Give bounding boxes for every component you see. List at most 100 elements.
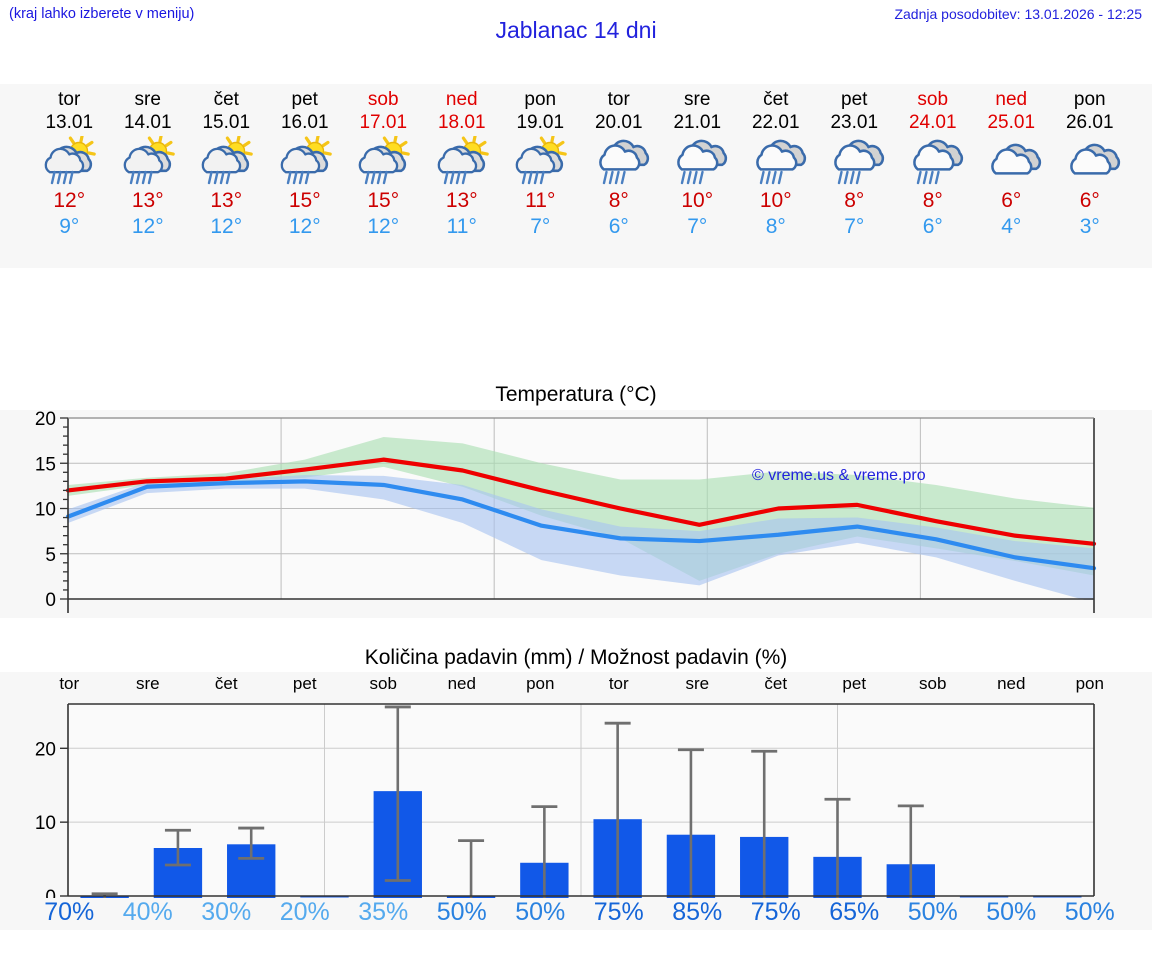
day-name: pon xyxy=(1073,89,1106,110)
day-column[interactable]: ned 18.01 13° 11° xyxy=(423,84,502,268)
precipitation-probability: 40% xyxy=(122,898,173,926)
temperature-min: 7° xyxy=(530,215,551,238)
day-date: 26.01 xyxy=(1065,112,1114,133)
sun-cloud-rain-icon xyxy=(195,136,257,188)
y-axis-tick-label: 0 xyxy=(45,590,56,611)
pct-left-spacer xyxy=(0,898,30,938)
temperature-max: 8° xyxy=(608,189,629,212)
temperature-min: 12° xyxy=(131,215,164,238)
cloud-rain-icon xyxy=(745,136,807,188)
cloud-icon xyxy=(201,145,250,174)
day-column[interactable]: pon 26.01 6° 3° xyxy=(1051,84,1130,268)
cloud-rain-icon xyxy=(823,136,885,188)
temperature-max: 10° xyxy=(681,189,714,212)
rain-drops-icon xyxy=(522,170,545,185)
day-name: ned xyxy=(995,89,1028,110)
temperature-min: 12° xyxy=(288,215,321,238)
axis-clip-mask xyxy=(68,600,1094,618)
precip-day-label: pet xyxy=(842,674,867,693)
precipitation-probability: 75% xyxy=(593,898,644,926)
cloud-icon xyxy=(280,145,328,174)
day-date: 25.01 xyxy=(987,112,1036,133)
precip-day-label: tor xyxy=(59,674,80,693)
menu-hint-text: (kraj lahko izberete v meniju) xyxy=(9,6,195,22)
precipitation-probability: 35% xyxy=(358,898,409,926)
precip-left-spacer xyxy=(0,674,30,698)
temperature-chart-title: Temperatura (°C) xyxy=(495,383,657,406)
temperature-min: 7° xyxy=(844,215,865,238)
rain-drops-icon xyxy=(129,170,153,185)
rain-drops-icon xyxy=(838,170,861,185)
precip-day-label: čet xyxy=(764,674,788,693)
day-column[interactable]: tor 13.01 12° 9° xyxy=(30,84,109,268)
precipitation-day-labels: tor sre čet pet sob ned pon tor sre čet pet sob ned p… xyxy=(0,674,1152,698)
cloud-icon xyxy=(991,143,1042,175)
sun-cloud-rain-icon xyxy=(38,136,100,188)
cloud-icon xyxy=(677,139,728,171)
temperature-min: 7° xyxy=(687,215,708,238)
temperature-max: 13° xyxy=(210,189,243,212)
cloud-rain-icon xyxy=(588,136,650,188)
precipitation-probability: 50% xyxy=(436,898,487,926)
temperature-max: 10° xyxy=(759,189,792,212)
cloud-icon xyxy=(1069,143,1120,175)
precipitation-probability: 30% xyxy=(201,898,252,926)
day-column[interactable]: sob 17.01 15° 12° xyxy=(344,84,423,268)
day-date: 16.01 xyxy=(280,112,329,133)
temperature-min: 3° xyxy=(1079,215,1100,238)
cloud-rain-icon xyxy=(666,136,728,188)
day-name: ned xyxy=(445,89,478,110)
day-name: čet xyxy=(213,89,239,110)
temperature-max: 8° xyxy=(844,189,865,212)
day-column[interactable]: sre 14.01 13° 12° xyxy=(109,84,188,268)
day-column[interactable]: pet 23.01 8° 7° xyxy=(815,84,894,268)
rain-drops-icon xyxy=(286,170,310,185)
rain-drops-icon xyxy=(602,170,626,185)
strip-left-spacer xyxy=(0,84,30,268)
cloud-icon xyxy=(598,139,649,171)
rain-drops-icon xyxy=(51,170,74,185)
cloud-icon xyxy=(912,139,963,171)
day-column[interactable]: sob 24.01 8° 6° xyxy=(894,84,973,268)
day-column[interactable]: čet 15.01 13° 12° xyxy=(187,84,266,268)
y-axis-tick-label: 10 xyxy=(35,500,56,521)
rain-drops-icon xyxy=(365,170,388,185)
day-column[interactable]: čet 22.01 10° 8° xyxy=(737,84,816,268)
day-date: 17.01 xyxy=(359,112,408,133)
temperature-range-band xyxy=(68,475,1094,603)
page-title: Jablanac 14 dni xyxy=(495,17,657,43)
temperature-max: 12° xyxy=(53,189,86,212)
day-date: 15.01 xyxy=(202,112,251,133)
precip-day-label: pet xyxy=(292,674,317,693)
y-axis-tick-label: 20 xyxy=(35,410,56,430)
temperature-min: 8° xyxy=(765,215,786,238)
day-column[interactable]: pon 19.01 11° 7° xyxy=(501,84,580,268)
day-column[interactable]: pet 16.01 15° 12° xyxy=(266,84,345,268)
precipitation-probability: 50% xyxy=(907,898,958,926)
day-name: sob xyxy=(367,89,399,110)
temperature-chart-section: Temperatura (°C) 0 5 10 15 20 xyxy=(0,383,1152,618)
precip-day-label: sob xyxy=(369,674,397,693)
temperature-min: 6° xyxy=(922,215,943,238)
rain-drops-icon xyxy=(916,170,940,185)
temperature-max: 8° xyxy=(922,189,943,212)
page-header: (kraj lahko izberete v meniju) Jablanac … xyxy=(0,0,1152,56)
precip-day-label: sre xyxy=(135,674,160,693)
last-updated-text: Zadnja posodobitev: 13.01.2026 - 12:25 xyxy=(894,6,1142,22)
temperature-min: 6° xyxy=(608,215,629,238)
temperature-max: 6° xyxy=(1079,189,1100,212)
temperature-max: 11° xyxy=(525,189,556,212)
temperature-max: 13° xyxy=(131,189,164,212)
precip-day-label: ned xyxy=(997,674,1026,693)
day-column[interactable]: ned 25.01 6° 4° xyxy=(972,84,1051,268)
day-name: čet xyxy=(763,89,789,110)
temperature-min: 9° xyxy=(59,215,80,238)
precip-day-label: sob xyxy=(919,674,947,693)
sun-cloud-rain-icon xyxy=(431,136,493,188)
temperature-max: 15° xyxy=(367,189,400,212)
temperature-max: 6° xyxy=(1001,189,1022,212)
day-date: 14.01 xyxy=(123,112,172,133)
precipitation-probability-row: 70% 40% 30% 20% 35% 50% 50% 75% 85% 75% 65% 50% 50% 5… xyxy=(0,898,1152,938)
day-column[interactable]: tor 20.01 8° 6° xyxy=(580,84,659,268)
day-column[interactable]: sre 21.01 10° 7° xyxy=(658,84,737,268)
